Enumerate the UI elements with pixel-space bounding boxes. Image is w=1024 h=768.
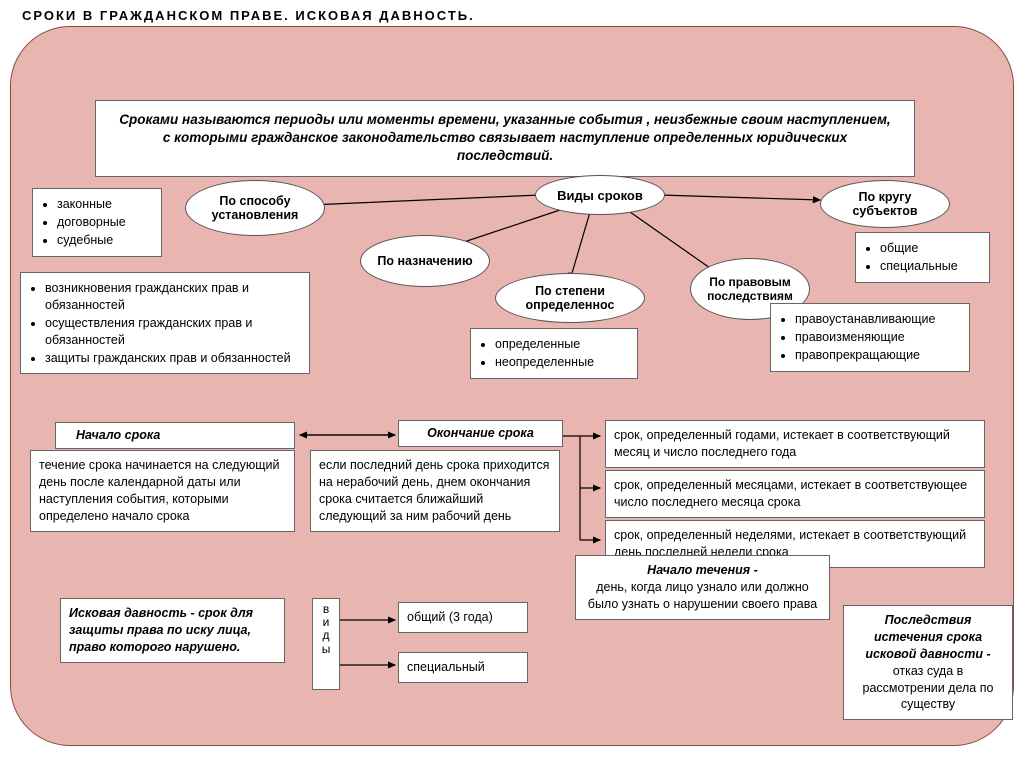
definition-text: Сроками называются периоды или моменты в… [119,112,890,163]
posl-title: Последствия истечения срока исковой давн… [852,612,1004,663]
ellipse-stepen: По степени определеннос [495,273,645,323]
nachalo-title-box: Начало срока [55,422,295,449]
end-rule-text: срок, определенный месяцами, истекает в … [614,478,967,509]
ellipse-naznach: По назначению [360,235,490,287]
vidy-box: виды [312,598,340,690]
end-rule-1: срок, определенный годами, истекает в со… [605,420,985,468]
ellipse-posled-label: По правовым последствиям [699,275,801,303]
list-sposob: законные договорные судебные [32,188,162,257]
definition-box: Сроками называются периоды или моменты в… [95,100,915,177]
okon-title: Окончание срока [427,426,534,440]
list-item: правопрекращающие [795,347,961,364]
vidy-label: виды [315,603,337,656]
list-naznach: возникновения гражданских прав и обязанн… [20,272,310,374]
list-item: защиты гражданских прав и обязанностей [45,350,301,367]
list-item: законные [57,196,153,213]
list-item: специальные [880,258,981,275]
isk-title: Исковая давность - срок для защиты права… [69,606,253,654]
list-item: договорные [57,214,153,231]
list-posled: правоустанавливающие правоизменяющие пра… [770,303,970,372]
list-item: судебные [57,232,153,249]
ellipse-krug-label: По кругу субъектов [829,190,941,218]
okon-body: если последний день срока приходится на … [319,458,549,523]
list-item: общие [880,240,981,257]
end-rule-2: срок, определенный месяцами, истекает в … [605,470,985,518]
techenie-title: Начало течения - [584,562,821,579]
okon-title-box: Окончание срока [398,420,563,447]
page-title: СРОКИ В ГРАЖДАНСКОМ ПРАВЕ. ИСКОВАЯ ДАВНО… [22,8,475,23]
end-rule-text: срок, определенный годами, истекает в со… [614,428,950,459]
list-item: правоизменяющие [795,329,961,346]
vid-2-box: специальный [398,652,528,683]
vid-2: специальный [407,660,485,674]
ellipse-sposob: По способу установления [185,180,325,236]
nachalo-body-box: течение срока начинается на следующий де… [30,450,295,532]
list-stepen: определенные неопределенные [470,328,638,379]
vid-1-box: общий (3 года) [398,602,528,633]
ellipse-krug: По кругу субъектов [820,180,950,228]
okon-body-box: если последний день срока приходится на … [310,450,560,532]
ellipse-types-label: Виды сроков [557,188,643,203]
ellipse-stepen-label: По степени определеннос [504,284,636,312]
posl-box: Последствия истечения срока исковой давн… [843,605,1013,720]
techenie-box: Начало течения - день, когда лицо узнало… [575,555,830,620]
list-item: определенные [495,336,629,353]
list-krug: общие специальные [855,232,990,283]
list-item: неопределенные [495,354,629,371]
list-item: осуществления гражданских прав и обязанн… [45,315,301,349]
vid-1: общий (3 года) [407,610,493,624]
isk-box: Исковая давность - срок для защиты права… [60,598,285,663]
list-item: правоустанавливающие [795,311,961,328]
techenie-body: день, когда лицо узнало или должно было … [584,579,821,613]
nachalo-title: Начало срока [76,428,160,442]
nachalo-body: течение срока начинается на следующий де… [39,458,279,523]
ellipse-naznach-label: По назначению [377,254,472,268]
ellipse-types: Виды сроков [535,175,665,215]
ellipse-sposob-label: По способу установления [194,194,316,222]
posl-body: отказ суда в рассмотрении дела по сущест… [852,663,1004,714]
list-item: возникновения гражданских прав и обязанн… [45,280,301,314]
